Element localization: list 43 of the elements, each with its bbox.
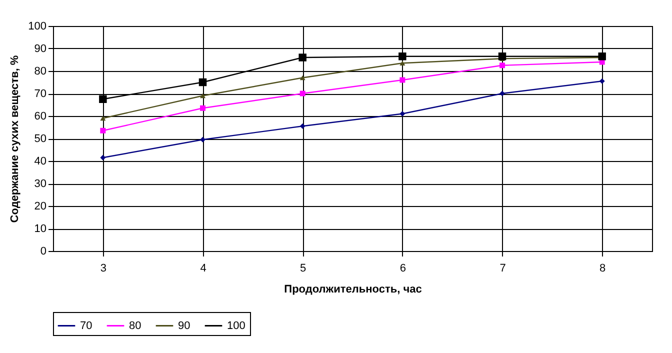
point	[498, 52, 506, 60]
y-tick-label: 80	[34, 66, 46, 78]
x-tick-label: 4	[200, 262, 206, 274]
legend-label: 80	[129, 320, 142, 332]
point	[198, 78, 207, 86]
x-tick-label: 6	[400, 262, 406, 274]
point	[99, 95, 107, 103]
point	[300, 123, 306, 129]
point	[300, 90, 306, 96]
point	[200, 136, 206, 142]
y-tick-label: 40	[34, 156, 46, 168]
point	[398, 52, 406, 60]
y-tick-label: 100	[28, 20, 46, 32]
point	[598, 52, 606, 60]
point	[300, 75, 306, 80]
x-axis-title: Продолжительность, час	[284, 284, 422, 296]
point	[298, 54, 306, 62]
point	[599, 78, 605, 84]
y-tick-label: 50	[34, 133, 46, 145]
y-axis-title: Содержание сухих веществ, %	[9, 55, 22, 223]
point	[400, 60, 406, 66]
y-tick-label: 60	[34, 110, 46, 122]
point	[200, 105, 206, 111]
x-tick-label: 5	[300, 262, 306, 274]
point	[400, 77, 406, 83]
point	[100, 154, 106, 160]
x-tick-label: 7	[500, 262, 506, 274]
point	[100, 128, 106, 134]
y-tick-label: 90	[34, 43, 46, 55]
point	[200, 93, 206, 98]
y-tick-label: 20	[34, 200, 46, 212]
legend-label: 100	[227, 320, 246, 332]
legend-label: 70	[80, 320, 92, 332]
y-tick-label: 10	[34, 223, 46, 235]
y-tick-label: 30	[34, 178, 46, 190]
point	[500, 62, 505, 68]
y-tick-label: 70	[34, 88, 46, 100]
point	[400, 111, 406, 116]
legend-label: 90	[178, 320, 190, 332]
y-tick-label: 0	[40, 246, 46, 258]
x-tick-label: 3	[100, 262, 106, 274]
point	[100, 116, 106, 121]
x-tick-label: 8	[600, 262, 606, 274]
